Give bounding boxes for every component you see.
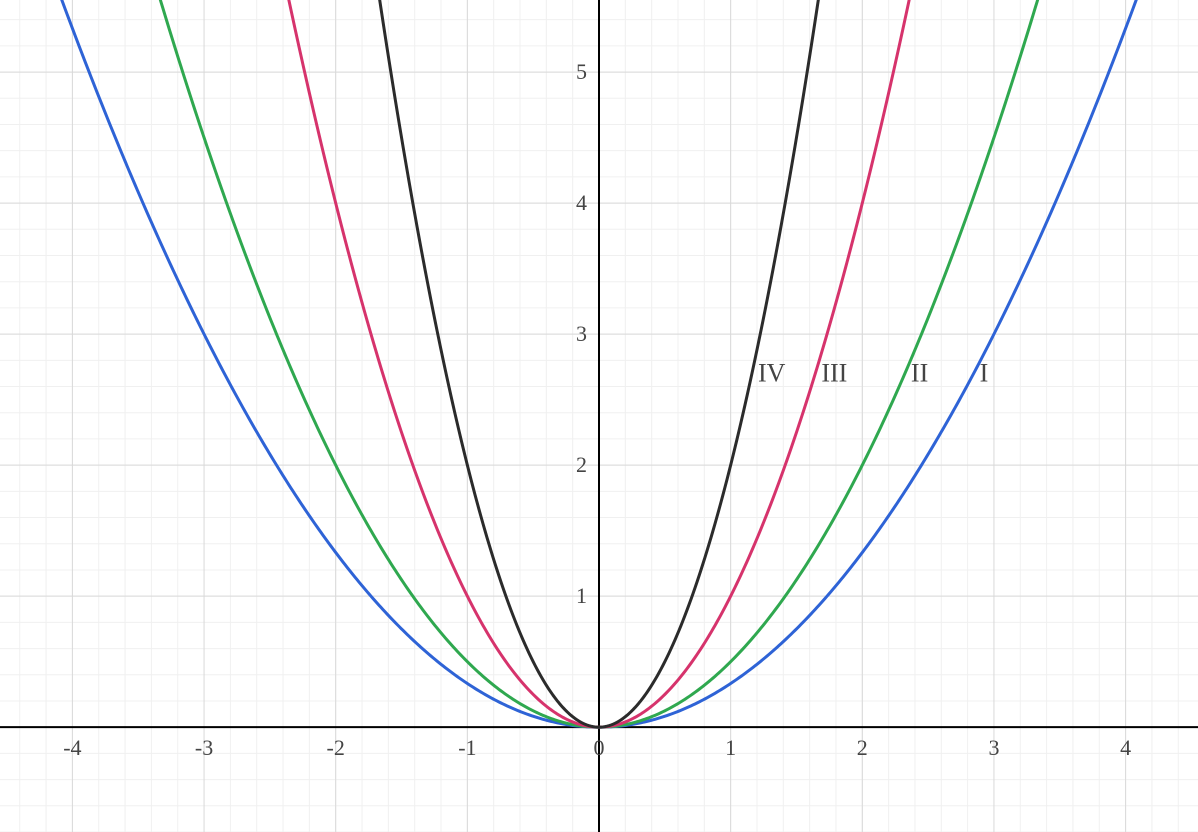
x-tick-label: 4	[1120, 735, 1131, 760]
x-tick-label: -1	[458, 735, 476, 760]
x-tick-label: 0	[594, 735, 605, 760]
y-tick-label: 4	[576, 190, 587, 215]
curve-label-I: I	[980, 358, 989, 387]
x-tick-label: 2	[857, 735, 868, 760]
y-tick-label: 2	[576, 452, 587, 477]
x-tick-label: 1	[725, 735, 736, 760]
curve-label-III: III	[821, 358, 847, 387]
curve-label-II: II	[911, 358, 928, 387]
x-tick-label: -3	[195, 735, 213, 760]
curve-labels: IVIIIIII	[758, 358, 988, 387]
y-tick-label: 5	[576, 59, 587, 84]
y-tick-label: 1	[576, 583, 587, 608]
x-tick-label: -4	[63, 735, 81, 760]
tick-labels: -4 -3 -2 -1 0 1 2 3 4 1 2 3 4 5	[63, 59, 1131, 760]
x-tick-label: 3	[988, 735, 999, 760]
parabola-chart: -4-3-2-10123412345IVIIIIII	[0, 0, 1198, 832]
curve-label-IV: IV	[758, 358, 786, 387]
y-tick-label: 3	[576, 321, 587, 346]
x-tick-label: -2	[327, 735, 345, 760]
